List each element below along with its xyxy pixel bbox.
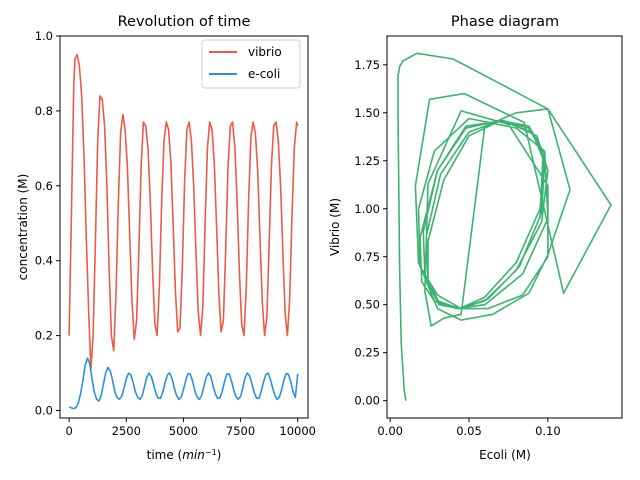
phase-diagram-chart: Phase diagram 0.00 0.05 0.100.000.250.500.…: [328, 14, 623, 462]
right-chart-title: Phase diagram: [451, 14, 559, 30]
left-series-line-e-coli: [68, 357, 299, 410]
legend-label-vibrio: vibrio: [248, 45, 282, 59]
left-x-tick-label: 5000: [169, 424, 198, 438]
left-chart-title: Revolution of time: [118, 14, 251, 30]
left-series-group: [68, 53, 299, 410]
left-x-tick-label: 7500: [226, 424, 255, 438]
right-y-tick-label: 1.50: [354, 106, 380, 120]
left-x-tick-label: 2500: [112, 424, 141, 438]
right-plot-frame: [386, 35, 623, 419]
right-y-tick-label: 1.00: [354, 202, 380, 216]
left-y-tick-label: 0.8: [35, 104, 53, 118]
legend: vibrio e-coli: [201, 39, 301, 89]
right-y-tick-label: 1.75: [354, 58, 380, 72]
right-series-line-series-0: [397, 52, 612, 401]
left-y-tick-label: 1.0: [35, 29, 53, 43]
left-y-tick-label: 0.6: [35, 179, 53, 193]
left-ticks-group: 0 2500 5000 7500 10000 0.0 0.2 0.4 0.6 0.8 1.0: [35, 29, 316, 438]
right-series-group: [397, 52, 612, 401]
left-plot-frame: [59, 35, 309, 419]
legend-label-e-coli: e-coli: [248, 67, 280, 81]
right-x-tick-label: 0.05: [456, 424, 482, 438]
left-y-axis-label: concentration (M): [16, 174, 30, 281]
right-y-tick-label: 0.50: [354, 298, 380, 312]
right-x-tick-label: 0.00: [377, 424, 403, 438]
right-y-tick-label: 0.25: [354, 346, 380, 360]
right-y-tick-label: 1.25: [354, 154, 380, 168]
time-series-chart: Revolution of time 0 2500 5000 7500 10000 0.0…: [16, 14, 316, 462]
left-x-axis-label: time (min−1): [147, 448, 222, 463]
right-x-tick-label: 0.10: [535, 424, 561, 438]
left-y-tick-label: 0.2: [35, 329, 53, 343]
left-x-tick-label: 10000: [279, 424, 316, 438]
right-ticks-group: 0.00 0.05 0.10 0.00 0.25 0.50 0.75 1.00 1.25 1.50…: [354, 58, 560, 438]
right-y-tick-label: 0.00: [354, 394, 380, 408]
left-series-line-vibrio: [68, 53, 299, 371]
left-y-tick-label: 0.4: [35, 254, 53, 268]
left-x-tick-label: 0: [65, 424, 72, 438]
right-y-tick-label: 0.75: [354, 250, 380, 264]
right-x-axis-label: Ecoli (M): [479, 448, 531, 462]
left-y-tick-label: 0.0: [35, 404, 53, 418]
right-y-axis-label: Vibrio (M): [328, 198, 342, 256]
